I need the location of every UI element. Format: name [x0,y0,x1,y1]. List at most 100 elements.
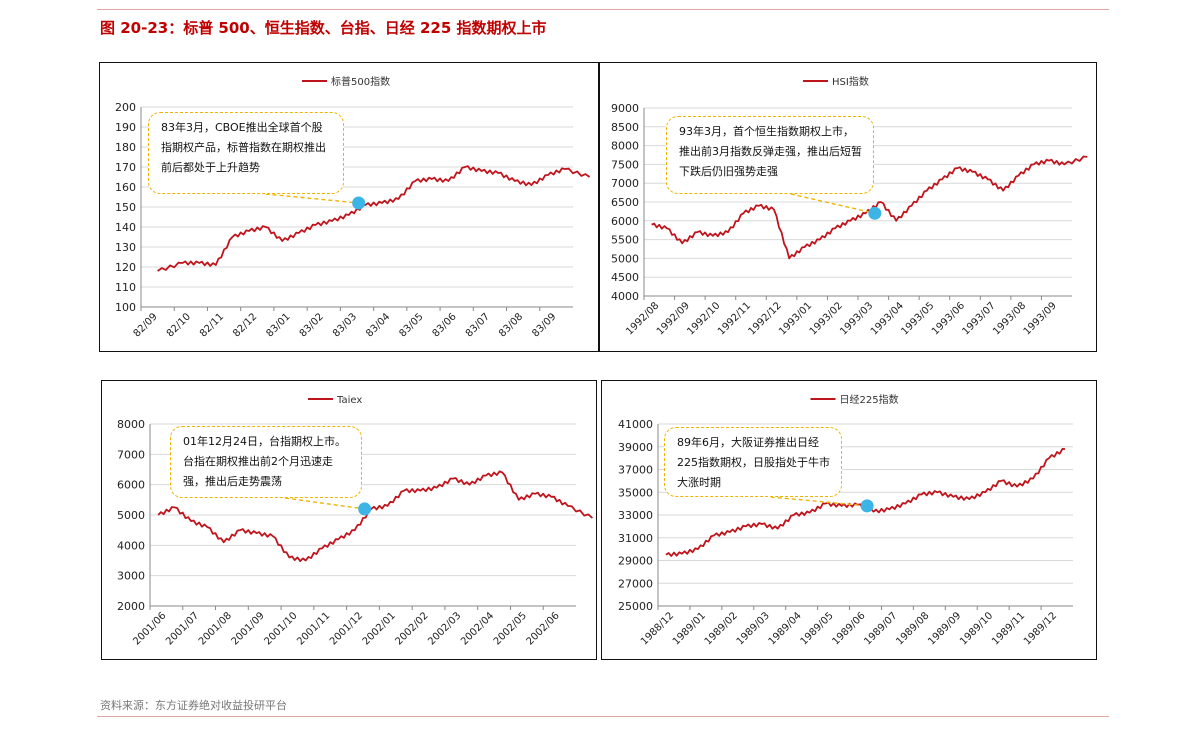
y-tick-label: 130 [115,241,136,254]
annotation-marker [358,502,372,516]
y-tick-label: 5500 [611,234,639,247]
annotation-connector [265,193,359,204]
annotation-marker [860,499,874,513]
x-tick-label: 1989/03 [735,610,772,647]
y-tick-label: 33000 [618,509,653,522]
y-tick-label: 8000 [611,140,639,153]
y-tick-label: 4000 [117,539,145,552]
hsi-annotation: 93年3月，首个恒生指数期权上市，推出前3月指数反弹走强，推出后短暂下跌后仍旧强… [666,116,874,194]
x-tick-label: 82/11 [198,311,226,339]
y-tick-label: 150 [115,201,136,214]
y-tick-label: 41000 [618,418,653,431]
legend-label: HSI指数 [832,75,869,88]
y-tick-label: 8000 [117,418,145,431]
annotation-connector [285,497,365,510]
legend-label: 标普500指数 [331,75,390,88]
x-tick-label: 1989/11 [990,610,1027,647]
x-tick-label: 2002/01 [361,610,398,647]
y-tick-label: 5000 [117,509,145,522]
y-tick-label: 7000 [117,448,145,461]
top-divider [97,9,1109,10]
y-tick-label: 6500 [611,196,639,209]
x-tick-label: 2001/06 [131,610,168,647]
source-note: 资料来源：东方证券绝对收益投研平台 [100,699,287,712]
y-tick-label: 4500 [611,271,639,284]
x-tick-label: 2002/02 [394,610,431,647]
x-tick-label: 83/02 [298,311,326,339]
annotation-connector [770,496,868,507]
y-tick-label: 31000 [618,532,653,545]
x-tick-label: 83/05 [397,311,425,339]
y-tick-label: 170 [115,161,136,174]
legend-label: Taiex [336,395,362,406]
x-tick-label: 1993/09 [1022,300,1059,337]
y-tick-label: 35000 [618,486,653,499]
y-tick-label: 2000 [117,600,145,613]
nikkei-panel: 日经225指数 41000 39000 37000 35000 33000 31000 290… [601,380,1097,660]
x-tick-label: 2001/12 [328,610,365,647]
y-tick-label: 37000 [618,464,653,477]
x-tick-label: 1989/04 [767,610,804,647]
x-tick-label: 1989/12 [1022,610,1059,647]
x-tick-label: 1989/01 [671,610,708,647]
annotation-connector [790,193,875,214]
series-line [651,155,1088,260]
x-tick-label: 83/08 [497,311,525,339]
x-tick-label: 1989/05 [799,610,836,647]
x-tick-label: 2002/05 [492,610,529,647]
y-tick-label: 4000 [611,290,639,303]
series-line [157,470,593,562]
taiex-annotation: 01年12月24日，台指期权上市。台指在期权推出前2个月迅速走强，推出后走势震荡 [170,426,362,498]
x-tick-label: 2002/03 [426,610,463,647]
x-tick-label: 2001/08 [197,610,234,647]
y-tick-label: 8500 [611,121,639,134]
annotation-marker [352,196,366,210]
x-tick-label: 82/10 [165,311,193,339]
x-tick-label: 1989/10 [958,610,995,647]
y-tick-label: 25000 [618,600,653,613]
y-tick-label: 100 [115,301,136,314]
x-tick-label: 83/09 [530,311,558,339]
x-tick-label: 1989/08 [894,610,931,647]
x-tick-label: 2001/11 [295,610,332,647]
y-tick-label: 200 [115,101,136,114]
x-tick-label: 1988/12 [639,610,676,647]
x-tick-label: 83/03 [331,311,359,339]
figure-title: 图 20-23：标普 500、恒生指数、台指、日经 225 指数期权上市 [100,19,547,37]
sp500-panel: 标普500指数 200 190 180 170 160 150 140 130 120 110 100… [99,62,599,352]
x-tick-label: 83/04 [364,311,392,339]
x-tick-label: 1989/07 [862,610,899,647]
annotation-marker [868,206,882,220]
y-tick-label: 7000 [611,177,639,190]
taiex-panel: Taiex 8000 7000 6000 5000 4000 3000 2000 2001/06… [101,380,597,660]
x-tick-label: 83/06 [431,311,459,339]
y-tick-label: 6000 [611,215,639,228]
y-tick-label: 160 [115,181,136,194]
y-tick-label: 3000 [117,570,145,583]
legend-label: 日经225指数 [840,393,899,406]
taiex-chart: Taiex 8000 7000 6000 5000 4000 3000 20002001/06… [117,395,593,647]
y-tick-label: 9000 [611,102,639,115]
x-tick-label: 1989/02 [703,610,740,647]
x-tick-label: 82/09 [132,311,160,339]
y-tick-label: 29000 [618,555,653,568]
x-tick-label: 1989/09 [926,610,963,647]
x-tick-label: 2001/07 [164,610,201,647]
x-tick-label: 83/01 [264,311,292,339]
y-tick-label: 5000 [611,252,639,265]
y-tick-label: 110 [115,281,136,294]
x-tick-label: 1989/06 [830,610,867,647]
x-tick-label: 2001/09 [230,610,267,647]
hsi-chart: HSI指数 9000 8500 8000 7500 7000 6500 6000 5500 500… [611,75,1088,337]
x-tick-label: 2002/06 [525,610,562,647]
y-tick-label: 7500 [611,158,639,171]
x-tick-label: 82/12 [231,311,259,339]
y-tick-label: 39000 [618,441,653,454]
sp500-chart: 标普500指数 200 190 180 170 160 150 140 130 120 110 100… [115,75,591,340]
x-tick-label: 2001/10 [262,610,299,647]
y-tick-label: 27000 [618,577,653,590]
bottom-divider [97,716,1109,717]
nikkei-chart: 日经225指数 41000 39000 37000 35000 33000 31000 290… [618,393,1073,647]
y-tick-label: 140 [115,221,136,234]
hsi-panel: HSI指数 9000 8500 8000 7500 7000 6500 6000 5500 500… [599,62,1097,352]
